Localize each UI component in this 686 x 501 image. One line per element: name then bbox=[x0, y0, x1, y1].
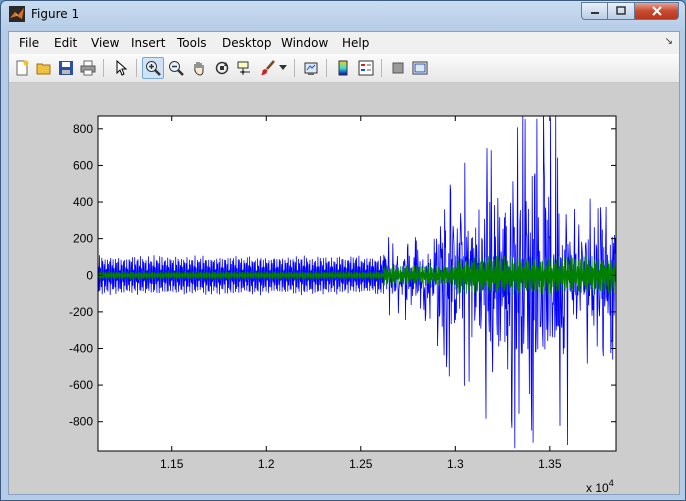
menu-tools[interactable]: Tools bbox=[177, 36, 207, 50]
menu-dock-arrow-icon[interactable]: ↘ bbox=[664, 36, 673, 47]
brush-dropdown-button[interactable] bbox=[277, 57, 289, 79]
figure-client: File Edit View Insert Tools Desktop Wind… bbox=[8, 31, 680, 495]
y-tick-label: -400 bbox=[69, 341, 93, 355]
zoom-out-button[interactable] bbox=[165, 57, 187, 79]
pan-icon bbox=[194, 62, 204, 76]
menu-insert[interactable]: Insert bbox=[131, 36, 166, 50]
title-bar[interactable]: Figure 1 bbox=[1, 1, 685, 31]
data-cursor-button[interactable] bbox=[234, 57, 256, 79]
data-cursor-icon bbox=[237, 61, 250, 75]
edit-plot-button[interactable] bbox=[110, 57, 132, 79]
series-blue-line bbox=[98, 116, 616, 449]
brush-dropdown-icon bbox=[279, 65, 287, 70]
print-button[interactable] bbox=[77, 57, 99, 79]
y-tick-label: -200 bbox=[69, 305, 93, 319]
new-figure-icon bbox=[16, 60, 29, 76]
toolbar-separator bbox=[326, 59, 327, 77]
menu-window[interactable]: Window bbox=[281, 36, 329, 50]
close-button[interactable] bbox=[635, 2, 679, 20]
menu-view[interactable]: View bbox=[91, 36, 120, 50]
rotate-3d-button[interactable] bbox=[211, 57, 233, 79]
link-plot-button[interactable] bbox=[300, 57, 322, 79]
y-tick-label: -800 bbox=[69, 415, 93, 429]
close-icon bbox=[651, 6, 662, 16]
x-tick-label: 1.2 bbox=[258, 457, 275, 471]
zoom-in-icon bbox=[146, 61, 161, 76]
brush-icon bbox=[261, 60, 275, 75]
y-tick-label: 400 bbox=[73, 195, 93, 209]
y-tick-label: 0 bbox=[86, 268, 93, 282]
menu-desktop[interactable]: Desktop bbox=[222, 36, 272, 50]
x-axis-multiplier-base: x 10 bbox=[586, 481, 609, 494]
x-tick-label: 1.3 bbox=[447, 457, 464, 471]
link-plot-icon bbox=[304, 62, 318, 75]
series-green-line bbox=[98, 255, 616, 296]
print-icon bbox=[80, 60, 96, 76]
menu-help[interactable]: Help bbox=[342, 36, 370, 50]
brush-button[interactable] bbox=[257, 57, 279, 79]
insert-colorbar-button[interactable] bbox=[332, 57, 354, 79]
toolbar-separator bbox=[136, 59, 137, 77]
x-tick-label: 1.15 bbox=[160, 457, 184, 471]
insert-legend-button[interactable] bbox=[355, 57, 377, 79]
minimize-button[interactable] bbox=[581, 2, 608, 20]
legend-icon bbox=[358, 60, 374, 76]
ticks-layer: 800 600 400 200 0 -200 -400 -600 -800 1.15 1.2 1.25… bbox=[69, 116, 616, 471]
menu-edit[interactable]: Edit bbox=[54, 36, 78, 50]
x-axis-multiplier-exponent: 4 bbox=[609, 478, 614, 488]
y-tick-label: 800 bbox=[73, 122, 93, 136]
figure-canvas[interactable]: 800 600 400 200 0 -200 -400 -600 -800 1.15 1.2 1.25… bbox=[9, 83, 679, 495]
save-button[interactable] bbox=[55, 57, 77, 79]
axes-box bbox=[97, 115, 617, 452]
menu-file[interactable]: File bbox=[19, 36, 40, 50]
colorbar-icon bbox=[338, 60, 348, 76]
save-icon bbox=[59, 61, 73, 75]
toolbar-separator bbox=[381, 59, 382, 77]
new-figure-button[interactable] bbox=[11, 57, 33, 79]
zoom-out-icon bbox=[169, 61, 184, 76]
minimize-icon bbox=[590, 12, 599, 14]
y-tick-label: 200 bbox=[73, 232, 93, 246]
y-tick-label: 600 bbox=[73, 158, 93, 172]
toolbar-separator bbox=[103, 59, 104, 77]
pointer-icon bbox=[116, 60, 128, 76]
x-tick-label: 1.25 bbox=[349, 457, 373, 471]
pan-button[interactable] bbox=[188, 57, 210, 79]
figure-toolbar bbox=[9, 54, 679, 83]
y-tick-label: -600 bbox=[69, 378, 93, 392]
x-tick-label: 1.35 bbox=[538, 457, 562, 471]
x-axis-multiplier: x 104 bbox=[586, 478, 614, 494]
hide-plot-tools-icon bbox=[392, 62, 404, 74]
matlab-logo-icon bbox=[9, 6, 25, 22]
series-layer bbox=[98, 116, 616, 449]
maximize-icon bbox=[616, 6, 626, 15]
hide-plot-tools-button[interactable] bbox=[387, 57, 409, 79]
show-plot-tools-icon bbox=[412, 61, 428, 75]
open-file-icon bbox=[36, 63, 51, 75]
rotate-3d-icon bbox=[215, 61, 229, 75]
window-title: Figure 1 bbox=[31, 7, 80, 21]
plot-svg: 800 600 400 200 0 -200 -400 -600 -800 1.15 1.2 1.25… bbox=[69, 115, 617, 495]
maximize-button[interactable] bbox=[608, 2, 635, 20]
toolbar-separator bbox=[294, 59, 295, 77]
zoom-in-button[interactable] bbox=[142, 57, 164, 79]
open-file-button[interactable] bbox=[33, 57, 55, 79]
show-plot-tools-button[interactable] bbox=[409, 57, 431, 79]
menu-bar: File Edit View Insert Tools Desktop Wind… bbox=[9, 32, 679, 54]
